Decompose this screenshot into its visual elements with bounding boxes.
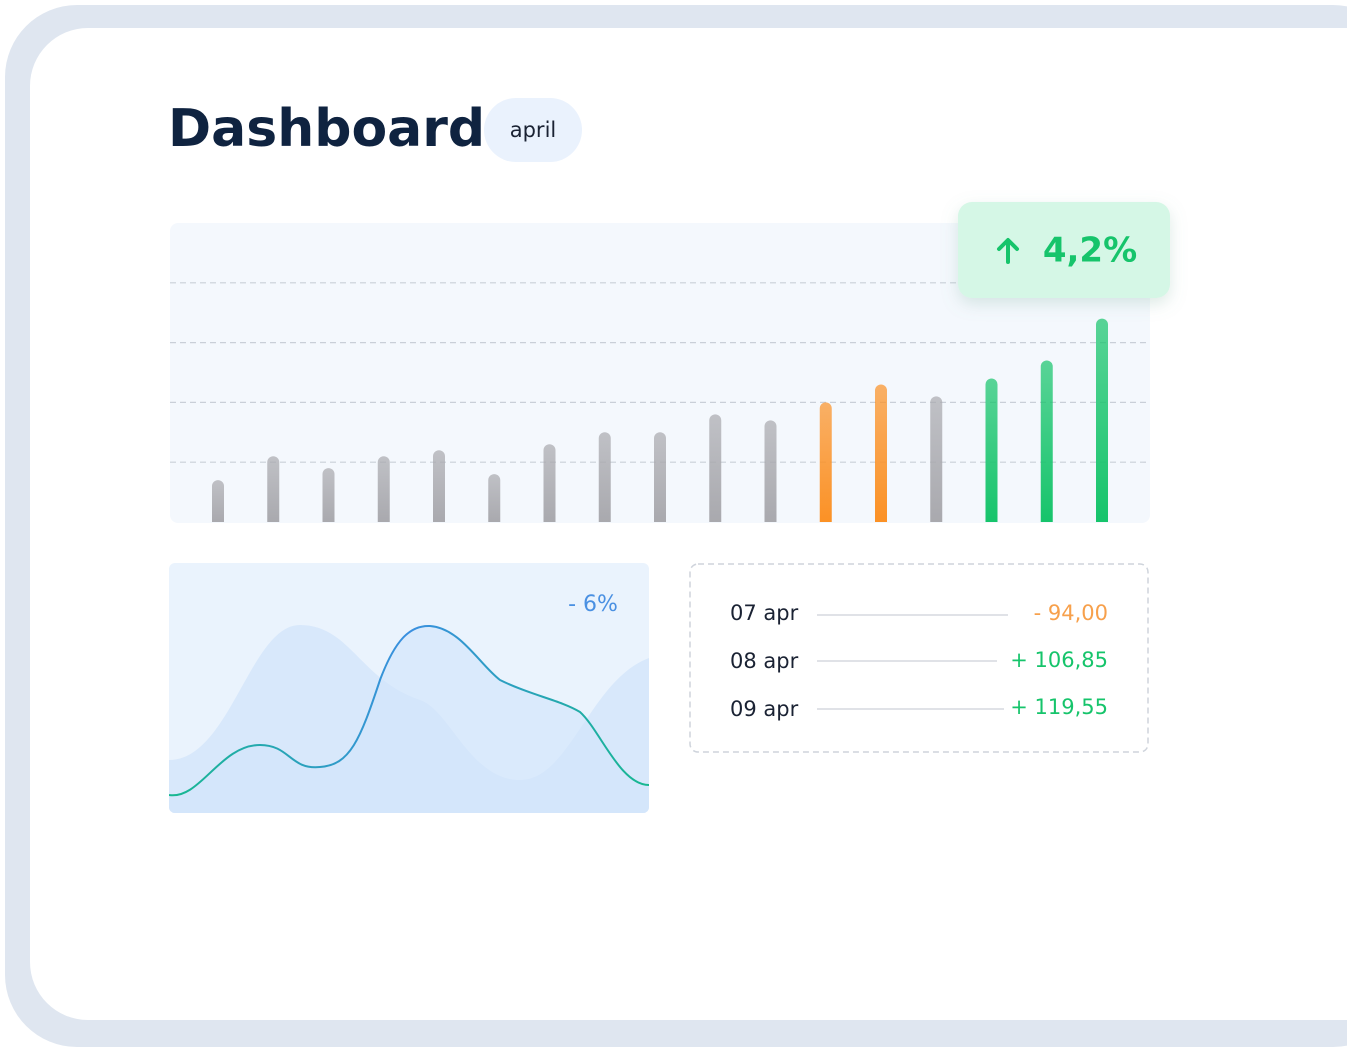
card: [30, 28, 1347, 1020]
change-label: 4,2%: [1043, 231, 1137, 271]
trend-area: [169, 625, 649, 813]
table-box: [689, 563, 1149, 753]
bar: [543, 444, 556, 522]
trend-panel: [169, 563, 649, 813]
row-value: + 119,55: [1010, 695, 1108, 719]
trend-label: - 6%: [568, 592, 618, 617]
bar: [930, 396, 943, 522]
bar: [654, 432, 666, 522]
change-badge: [958, 202, 1170, 298]
bar: [488, 474, 501, 522]
bar: [433, 450, 445, 522]
table: 07 apr - 94,00 08 apr + 106,85 09 apr + …: [730, 601, 1108, 721]
bar-chart: [170, 282, 1148, 522]
bar: [377, 456, 390, 522]
bar: [819, 402, 832, 522]
bar: [764, 420, 777, 522]
row-date: 07 apr: [730, 601, 799, 625]
bar: [212, 480, 225, 522]
badge-bg: [484, 98, 582, 162]
row-date: 08 apr: [730, 649, 799, 673]
bar: [267, 456, 280, 522]
title: Dashboard: [168, 99, 485, 159]
trend-line: [169, 624, 649, 797]
row-date: 09 apr: [730, 697, 799, 721]
bar: [1040, 360, 1053, 522]
bar: [598, 432, 611, 522]
bar: [709, 414, 722, 522]
bar: [322, 468, 335, 522]
row-value: - 94,00: [1034, 601, 1108, 625]
arrow-up: [997, 238, 1019, 264]
bar: [875, 384, 887, 522]
badge[interactable]: april: [510, 118, 557, 142]
row-value: + 106,85: [1010, 648, 1108, 672]
bar: [985, 378, 998, 522]
chart-area: [170, 223, 1150, 523]
bar: [1096, 318, 1108, 522]
